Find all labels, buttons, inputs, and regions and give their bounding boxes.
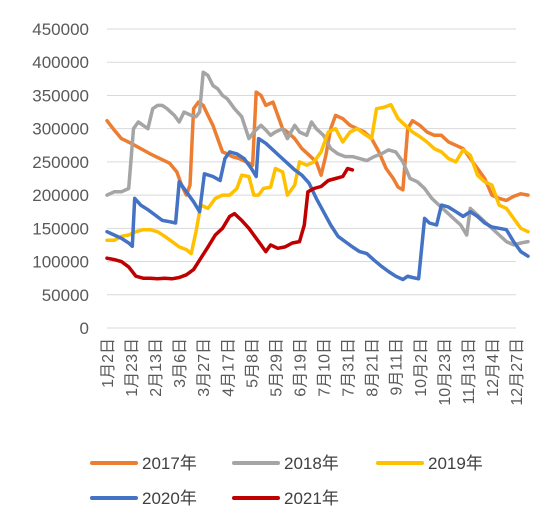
y-tick-label: 200000 xyxy=(32,186,89,205)
x-tick-label: 3月6日 xyxy=(172,338,189,388)
legend: 2017年 2018年 2019年 2020年 2021年 xyxy=(90,454,483,508)
x-tick-label: 6月19日 xyxy=(292,338,309,397)
x-tick-label: 10月23日 xyxy=(437,338,454,406)
y-tick-label: 250000 xyxy=(32,153,89,172)
legend-label: 2018年 xyxy=(284,454,339,473)
y-tick-label: 400000 xyxy=(32,53,89,72)
legend-label: 2017年 xyxy=(142,454,197,473)
x-tick-label: 7月10日 xyxy=(317,338,334,397)
x-tick-label: 2月13日 xyxy=(148,338,165,397)
series-line-5 xyxy=(105,166,355,281)
y-tick-label: 100000 xyxy=(32,253,89,272)
y-tick-label: 300000 xyxy=(32,120,89,139)
series-line-2 xyxy=(105,70,530,247)
x-axis-ticks: 1月2日 1月23日 2月13日 3月6日 3月27日 4月17日 5月8日 5月29日 6月1… xyxy=(100,338,526,406)
legend-label: 2021年 xyxy=(284,489,339,508)
series-line-1 xyxy=(105,90,530,203)
legend-label: 2019年 xyxy=(428,454,483,473)
x-tick-label: 12月4日 xyxy=(485,338,502,397)
x-tick-label: 5月29日 xyxy=(268,338,285,397)
series-line-4 xyxy=(105,136,530,282)
y-tick-label: 50000 xyxy=(42,286,89,305)
x-tick-label: 4月17日 xyxy=(220,338,237,397)
x-tick-label: 1月2日 xyxy=(100,338,117,388)
y-tick-label: 450000 xyxy=(32,20,89,39)
y-tick-label: 0 xyxy=(80,319,89,338)
x-tick-label: 11月13日 xyxy=(461,338,478,404)
legend-label: 2020年 xyxy=(142,489,197,508)
x-tick-label: 9月11日 xyxy=(389,338,406,396)
y-axis-ticks: 450000 400000 350000 300000 250000 200000 1500… xyxy=(32,20,89,338)
y-tick-label: 350000 xyxy=(32,86,89,105)
x-tick-label: 8月21日 xyxy=(365,338,382,397)
x-tick-label: 12月27日 xyxy=(509,338,526,406)
x-tick-label: 3月27日 xyxy=(196,338,213,397)
x-tick-label: 10月2日 xyxy=(413,338,430,397)
series-lines xyxy=(105,70,530,282)
x-tick-label: 1月23日 xyxy=(124,338,141,397)
x-tick-label: 7月31日 xyxy=(341,338,358,397)
series-line-3 xyxy=(105,102,530,256)
y-tick-label: 150000 xyxy=(32,219,89,238)
x-tick-label: 5月8日 xyxy=(244,338,261,388)
